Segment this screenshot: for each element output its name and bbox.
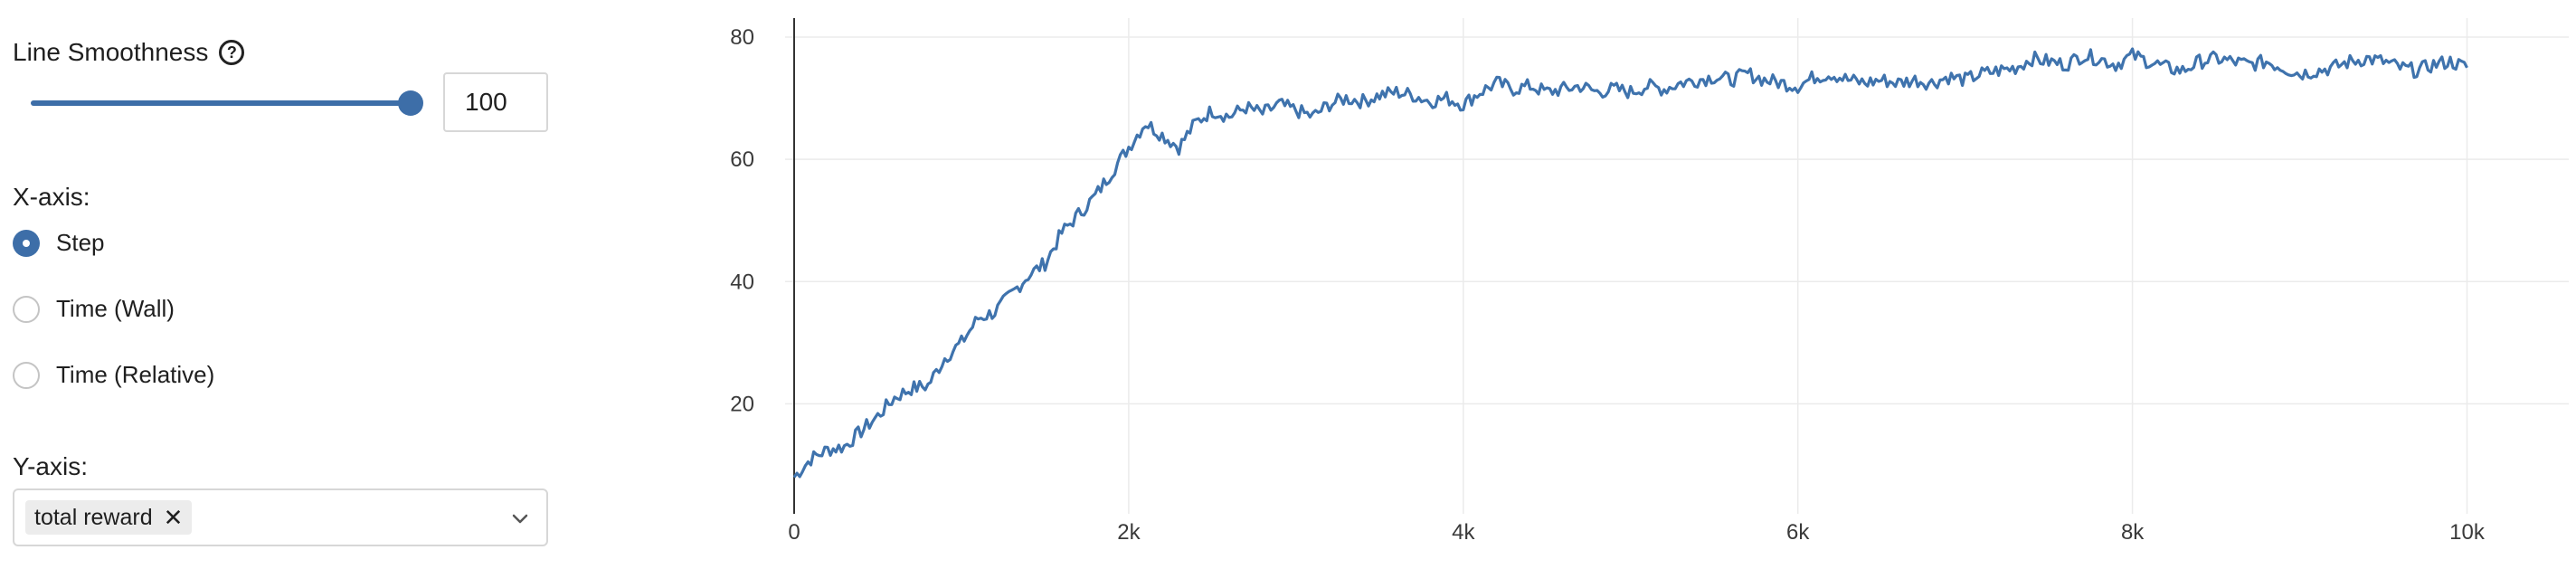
- x-axis-label: X-axis:: [13, 183, 90, 211]
- chart-canvas: 20 40 60 80 0 2k 4k 6k 8k 10k: [730, 18, 2569, 545]
- slider-fill: [31, 100, 411, 106]
- settings-panel: Line Smoothness ? X-axis: Step Time (Wal…: [0, 0, 579, 564]
- radio-label-time-wall: Time (Wall): [56, 295, 175, 322]
- series-layer: [792, 47, 2468, 479]
- radio-option-step[interactable]: Step: [13, 229, 105, 257]
- radio-label-step: Step: [56, 229, 105, 256]
- tick-labels: 20 40 60 80 0 2k 4k 6k 8k 10k: [730, 25, 2486, 545]
- smoothness-slider[interactable]: [31, 90, 423, 116]
- line-smoothness-text: Line Smoothness: [13, 38, 209, 66]
- x-tick-label: 10k: [2449, 520, 2486, 545]
- radio-option-time-wall[interactable]: Time (Wall): [13, 295, 175, 323]
- y-axis-multiselect[interactable]: total reward ✕: [13, 488, 548, 546]
- x-tick-label: 0: [788, 520, 800, 545]
- chip-label: total reward: [34, 504, 153, 530]
- chevron-down-icon[interactable]: [510, 508, 530, 528]
- close-icon[interactable]: ✕: [163, 504, 184, 531]
- radio-button-selected[interactable]: [13, 229, 40, 257]
- grid-lines: [785, 18, 2569, 514]
- radio-option-time-relative[interactable]: Time (Relative): [13, 361, 214, 389]
- help-icon[interactable]: ?: [219, 40, 245, 65]
- selected-metric-chip: total reward ✕: [25, 500, 193, 535]
- smoothness-value-input[interactable]: [443, 72, 548, 132]
- y-tick-label: 80: [730, 25, 754, 50]
- radio-button[interactable]: [13, 295, 40, 323]
- y-tick-label: 20: [730, 392, 754, 416]
- slider-thumb[interactable]: [398, 90, 423, 116]
- y-tick-label: 40: [730, 270, 754, 294]
- x-tick-label: 4k: [1452, 520, 1475, 545]
- radio-label-time-relative: Time (Relative): [56, 361, 215, 388]
- radio-button[interactable]: [13, 361, 40, 389]
- x-tick-label: 2k: [1117, 520, 1141, 545]
- y-axis-label: Y-axis:: [13, 452, 89, 480]
- x-tick-label: 6k: [1786, 520, 1810, 545]
- line-smoothness-label: Line Smoothness ?: [13, 34, 245, 71]
- series-line-total-reward: [792, 47, 2468, 479]
- reward-chart: 20 40 60 80 0 2k 4k 6k 8k 10k: [579, 0, 2576, 564]
- y-tick-label: 60: [730, 147, 754, 172]
- x-tick-label: 8k: [2121, 520, 2145, 545]
